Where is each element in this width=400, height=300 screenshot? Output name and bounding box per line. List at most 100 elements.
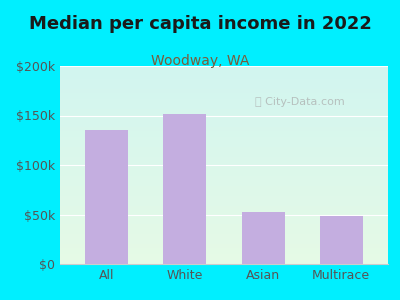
Bar bbox=[60, 205, 388, 206]
Bar bbox=[164, 113, 206, 264]
Bar bbox=[60, 202, 388, 204]
Bar bbox=[60, 178, 388, 179]
Bar bbox=[60, 241, 388, 242]
Bar bbox=[60, 170, 388, 171]
Bar bbox=[60, 249, 388, 250]
Bar bbox=[60, 180, 388, 181]
Bar bbox=[60, 234, 388, 235]
Bar bbox=[60, 105, 388, 106]
Bar bbox=[60, 243, 388, 244]
Bar bbox=[60, 190, 388, 191]
Bar bbox=[60, 228, 388, 229]
Bar bbox=[60, 174, 388, 175]
Bar bbox=[60, 244, 388, 245]
Bar bbox=[60, 153, 388, 154]
Bar bbox=[60, 192, 388, 193]
Bar bbox=[60, 115, 388, 116]
Bar bbox=[60, 230, 388, 231]
Bar bbox=[60, 72, 388, 73]
Bar bbox=[60, 142, 388, 143]
Bar bbox=[60, 263, 388, 264]
Bar bbox=[60, 120, 388, 122]
Bar bbox=[60, 147, 388, 148]
Text: ⓘ City-Data.com: ⓘ City-Data.com bbox=[254, 97, 344, 106]
Bar bbox=[60, 206, 388, 207]
Bar bbox=[60, 143, 388, 144]
Bar bbox=[60, 79, 388, 80]
Bar bbox=[60, 118, 388, 119]
Bar bbox=[60, 139, 388, 140]
Bar bbox=[242, 212, 284, 264]
Bar bbox=[60, 88, 388, 89]
Bar bbox=[60, 163, 388, 164]
Bar bbox=[60, 159, 388, 160]
Bar bbox=[60, 253, 388, 254]
Bar bbox=[60, 177, 388, 178]
Bar bbox=[60, 179, 388, 180]
Bar bbox=[60, 169, 388, 170]
Bar bbox=[60, 248, 388, 249]
Bar bbox=[60, 221, 388, 222]
Bar bbox=[60, 97, 388, 98]
Bar bbox=[60, 152, 388, 153]
Bar bbox=[60, 108, 388, 109]
Bar bbox=[60, 184, 388, 185]
Bar bbox=[60, 255, 388, 256]
Bar bbox=[60, 214, 388, 215]
Bar bbox=[60, 211, 388, 212]
Bar bbox=[60, 247, 388, 248]
Bar bbox=[60, 83, 388, 84]
Bar bbox=[60, 74, 388, 75]
Bar bbox=[60, 99, 388, 100]
Bar bbox=[60, 92, 388, 93]
Bar bbox=[60, 95, 388, 96]
Bar bbox=[60, 172, 388, 173]
Bar bbox=[85, 130, 128, 264]
Bar bbox=[60, 126, 388, 128]
Bar bbox=[60, 189, 388, 190]
Bar bbox=[60, 185, 388, 186]
Bar bbox=[60, 208, 388, 209]
Bar bbox=[60, 256, 388, 257]
Bar bbox=[60, 162, 388, 163]
Bar bbox=[60, 231, 388, 232]
Bar bbox=[60, 164, 388, 165]
Bar bbox=[60, 132, 388, 133]
Bar bbox=[60, 149, 388, 150]
Bar bbox=[60, 191, 388, 192]
Bar bbox=[60, 85, 388, 86]
Bar bbox=[60, 110, 388, 111]
Bar bbox=[60, 141, 388, 142]
Bar bbox=[60, 173, 388, 174]
Bar bbox=[60, 96, 388, 97]
Bar bbox=[60, 136, 388, 137]
Bar bbox=[60, 197, 388, 198]
Bar bbox=[60, 167, 388, 168]
Bar bbox=[60, 242, 388, 243]
Bar bbox=[60, 90, 388, 91]
Bar bbox=[60, 193, 388, 194]
Bar bbox=[60, 100, 388, 101]
Bar bbox=[60, 235, 388, 236]
Bar bbox=[60, 188, 388, 189]
Bar bbox=[60, 204, 388, 205]
Bar bbox=[60, 86, 388, 87]
Bar bbox=[60, 168, 388, 169]
Bar bbox=[60, 119, 388, 120]
Bar bbox=[60, 122, 388, 123]
Bar bbox=[60, 176, 388, 177]
Bar bbox=[60, 81, 388, 82]
Bar bbox=[60, 229, 388, 230]
Bar bbox=[60, 101, 388, 102]
Bar bbox=[60, 171, 388, 172]
Bar bbox=[60, 232, 388, 233]
Bar bbox=[60, 239, 388, 240]
Bar bbox=[60, 251, 388, 252]
Bar bbox=[60, 133, 388, 134]
Bar bbox=[320, 217, 363, 264]
Bar bbox=[60, 93, 388, 94]
Bar bbox=[60, 98, 388, 99]
Bar bbox=[60, 66, 388, 67]
Bar bbox=[60, 140, 388, 141]
Bar bbox=[60, 201, 388, 202]
